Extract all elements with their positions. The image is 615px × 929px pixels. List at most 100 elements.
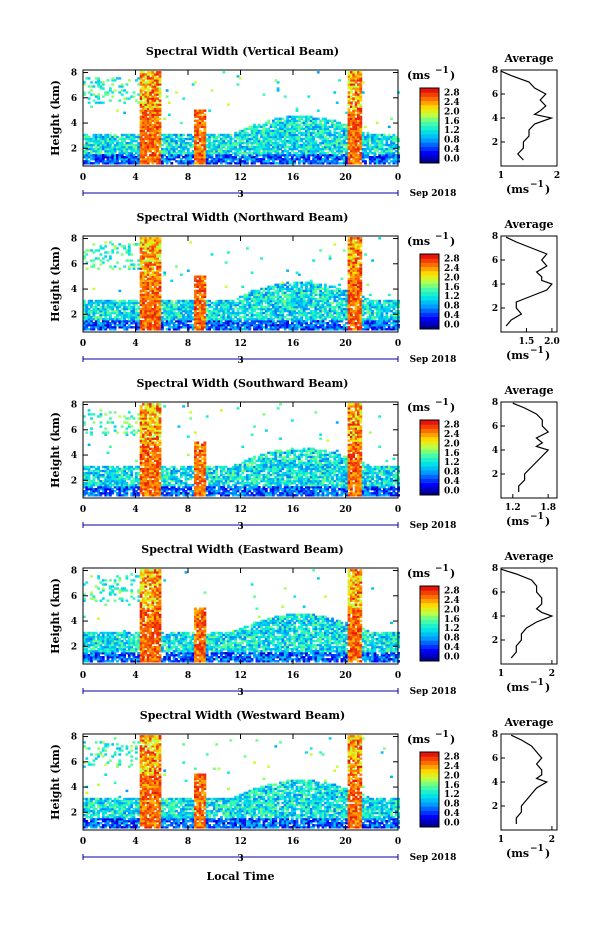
heatmap-cell	[378, 145, 382, 149]
heatmap-cell	[156, 295, 159, 299]
heatmap-cell	[253, 162, 256, 165]
heatmap-cell	[146, 285, 150, 288]
heatmap-cell	[331, 289, 334, 293]
heatmap-cell	[175, 303, 178, 307]
heatmap-cell	[191, 303, 195, 307]
heatmap-cell	[161, 301, 164, 305]
heatmap-cell	[163, 307, 167, 311]
heatmap-cell	[153, 297, 157, 301]
heatmap-cell	[149, 322, 152, 325]
heatmap-cell	[208, 145, 211, 149]
heatmap-cell	[156, 131, 159, 135]
heatmap-cell	[390, 150, 393, 153]
heatmap-cell	[201, 316, 204, 319]
heatmap-cell	[312, 145, 315, 149]
heatmap-cell	[156, 145, 159, 149]
heatmap-cell	[290, 139, 294, 143]
heatmap-cell	[385, 143, 389, 147]
heatmap-cell	[203, 301, 207, 305]
x-tick-label: 0	[395, 173, 401, 183]
heatmap-cell	[142, 281, 145, 284]
heatmap-cell	[345, 322, 348, 325]
heatmap-cell	[260, 131, 263, 135]
heatmap-cell	[175, 307, 178, 311]
heatmap-cell	[144, 273, 148, 276]
panel-title: Spectral Width (Northward Beam)	[137, 211, 349, 224]
x-tick-label: 12	[234, 173, 247, 183]
heatmap-cell	[276, 162, 280, 165]
heatmap-cell	[333, 143, 337, 147]
heatmap-cell	[151, 326, 155, 329]
heatmap-cell	[165, 89, 169, 92]
heatmap-cell	[267, 287, 271, 291]
heatmap-cell	[352, 299, 356, 303]
heatmap-cell	[85, 154, 89, 157]
heatmap-cell	[97, 316, 100, 319]
heatmap-cell	[196, 311, 200, 315]
heatmap-cell	[111, 147, 115, 151]
heatmap-cell	[142, 131, 145, 135]
heatmap-cell	[158, 275, 162, 278]
heatmap-cell	[253, 133, 256, 137]
heatmap-cell	[255, 305, 259, 309]
heatmap-cell	[201, 152, 204, 155]
heatmap-cell	[127, 326, 131, 329]
heatmap-cell	[123, 313, 126, 317]
heatmap-cell	[109, 265, 112, 268]
heatmap-cell	[175, 160, 178, 163]
heatmap-cell	[383, 137, 386, 141]
heatmap-cell	[201, 277, 204, 280]
heatmap-cell	[274, 117, 278, 120]
heatmap-cell	[354, 79, 358, 82]
heatmap-cell	[350, 322, 353, 325]
heatmap-cell	[132, 135, 136, 139]
heatmap-cell	[146, 309, 150, 313]
heatmap-cell	[139, 77, 143, 80]
heatmap-cell	[366, 152, 370, 155]
heatmap-cell	[274, 152, 278, 155]
heatmap-cell	[168, 139, 171, 143]
heatmap-cell	[135, 318, 138, 321]
heatmap-cell	[394, 150, 398, 153]
heatmap-cell	[201, 139, 204, 143]
heatmap-cell	[255, 316, 259, 319]
heatmap-cell	[151, 79, 155, 82]
heatmap-cell	[125, 160, 129, 163]
heatmap-cell	[142, 253, 145, 256]
heatmap-cell	[161, 133, 164, 137]
heatmap-cell	[366, 145, 370, 149]
heatmap-cell	[326, 121, 330, 125]
heatmap-cell	[352, 79, 356, 82]
heatmap-cell	[87, 162, 91, 165]
heatmap-cell	[250, 162, 254, 165]
heatmap-cell	[90, 265, 93, 268]
heatmap-cell	[144, 285, 148, 288]
heatmap-cell	[179, 145, 183, 149]
heatmap-cell	[203, 293, 207, 297]
heatmap-cell	[354, 324, 358, 327]
heatmap-cell	[286, 320, 289, 323]
heatmap-cell	[217, 141, 221, 145]
heatmap-cell	[99, 154, 103, 157]
heatmap-cell	[170, 135, 174, 139]
heatmap-cell	[293, 285, 297, 288]
heatmap-cell	[94, 307, 98, 311]
heatmap-cell	[127, 156, 131, 159]
heatmap-cell	[392, 135, 396, 139]
heatmap-cell	[236, 328, 240, 331]
heatmap-cell	[158, 83, 162, 86]
heatmap-cell	[172, 313, 176, 317]
heatmap-cell	[350, 154, 353, 157]
heatmap-cell	[149, 147, 152, 151]
heatmap-cell	[156, 307, 159, 311]
heatmap-cell	[255, 137, 259, 141]
heatmap-cell	[324, 311, 327, 315]
heatmap-cell	[260, 257, 263, 260]
heatmap-cell	[144, 137, 148, 141]
heatmap-cell	[267, 133, 271, 137]
heatmap-cell	[309, 324, 313, 327]
heatmap-cell	[281, 318, 285, 321]
heatmap-cell	[286, 115, 289, 118]
heatmap-cell	[319, 147, 322, 151]
heatmap-cell	[326, 145, 330, 149]
